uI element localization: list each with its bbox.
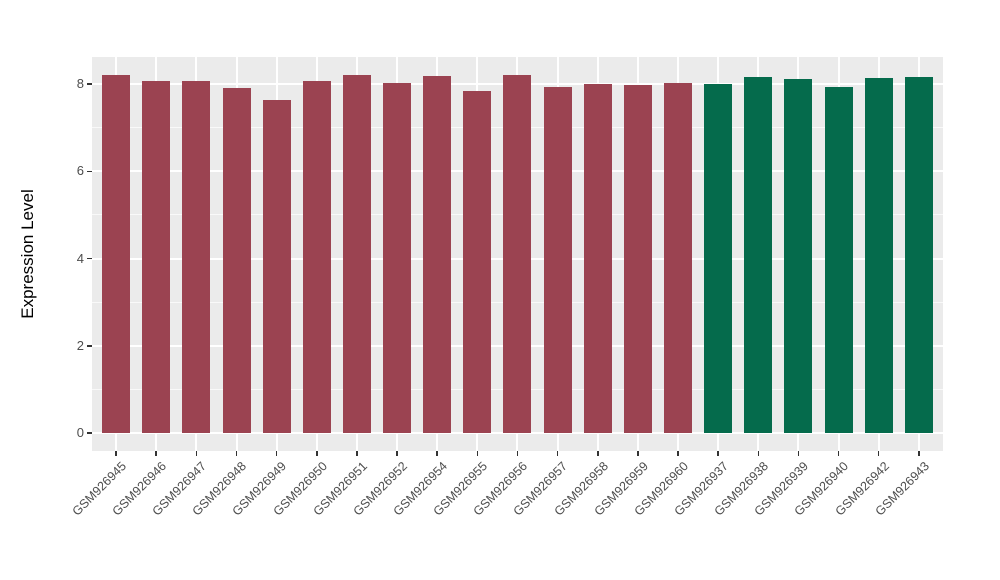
plot-panel <box>92 57 943 451</box>
gridline-major <box>92 432 943 434</box>
y-axis-tick <box>86 83 92 85</box>
x-axis-tick <box>837 451 840 456</box>
bar-GSM926956 <box>503 75 532 433</box>
bar-GSM926940 <box>824 87 853 433</box>
x-axis-tick <box>115 451 117 456</box>
bar-GSM926939 <box>784 78 813 433</box>
x-axis-tick <box>556 451 559 456</box>
y-axis-tick-label: 2 <box>76 337 84 353</box>
x-axis-tick <box>637 451 639 456</box>
bar-GSM926952 <box>383 83 412 433</box>
x-axis-tick <box>516 451 519 456</box>
bar-GSM926945 <box>102 74 131 433</box>
x-axis-tick <box>235 451 238 456</box>
x-axis-tick <box>275 451 278 456</box>
y-axis-title: Expression Level <box>18 189 37 319</box>
x-axis-tick <box>717 451 719 456</box>
bar-GSM926948 <box>222 87 251 433</box>
bar-GSM926943 <box>904 76 933 433</box>
y-axis-tick <box>86 257 92 260</box>
y-axis-tick <box>86 170 92 172</box>
x-axis-tick <box>677 451 679 456</box>
y-axis-tick-label: 8 <box>76 76 84 91</box>
x-axis-tick <box>918 451 920 456</box>
y-axis-tick <box>86 432 92 434</box>
bar-GSM926954 <box>423 76 452 433</box>
x-axis-tick <box>757 451 760 456</box>
bar-GSM926947 <box>182 80 211 433</box>
bar-GSM926938 <box>744 76 773 433</box>
x-axis-tick <box>155 451 157 456</box>
bar-GSM926942 <box>864 78 893 433</box>
bar-GSM926955 <box>463 90 492 433</box>
bar-GSM926937 <box>704 84 733 433</box>
x-axis-tick <box>356 451 358 456</box>
bar-GSM926946 <box>142 80 171 433</box>
y-axis-tick-label: 4 <box>76 250 84 266</box>
x-axis-tick <box>877 451 880 456</box>
y-axis-tick-label: 6 <box>76 163 84 179</box>
x-axis-tick <box>195 451 198 456</box>
bar-GSM926950 <box>302 80 331 433</box>
bar-GSM926959 <box>623 85 652 433</box>
x-axis-tick <box>597 451 599 456</box>
y-axis-tick-label: 0 <box>76 425 84 440</box>
bar-GSM926949 <box>262 99 291 433</box>
x-axis-tick <box>436 451 438 456</box>
bar-GSM926960 <box>664 82 693 433</box>
x-axis-tick <box>396 451 398 456</box>
bar-GSM926958 <box>583 84 612 433</box>
y-axis-tick <box>86 345 92 347</box>
x-axis-tick <box>316 451 318 456</box>
bar-GSM926951 <box>342 75 371 433</box>
x-axis-tick <box>476 451 479 456</box>
bar-GSM926957 <box>543 86 572 433</box>
x-axis-tick <box>797 451 800 456</box>
